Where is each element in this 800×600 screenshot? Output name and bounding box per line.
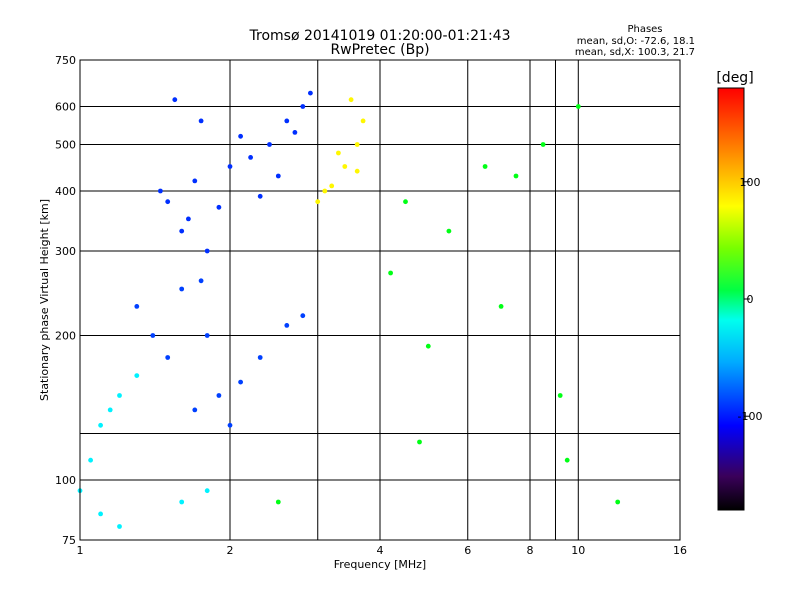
data-point bbox=[615, 499, 621, 505]
data-point bbox=[417, 439, 422, 445]
data-point bbox=[204, 248, 210, 254]
x-tick-labels: 1 2 4 6 8 10 16 bbox=[77, 544, 688, 557]
data-point bbox=[360, 118, 366, 124]
data-point bbox=[204, 333, 210, 338]
data-point bbox=[354, 142, 360, 147]
data-point bbox=[134, 304, 140, 309]
y-tick-label: 300 bbox=[55, 245, 76, 258]
colorbar-label: [deg] bbox=[716, 70, 753, 86]
stats-heading: Phases bbox=[627, 24, 662, 35]
chart-subtitle: RwPretec (Bp) bbox=[330, 42, 429, 58]
colorbar-tick-label: 100 bbox=[740, 176, 761, 189]
data-point bbox=[498, 304, 504, 309]
data-point bbox=[117, 524, 122, 529]
y-tick-label: 750 bbox=[55, 54, 76, 67]
data-point bbox=[354, 168, 360, 174]
data-point bbox=[403, 199, 408, 205]
data-point bbox=[329, 183, 335, 189]
data-point bbox=[575, 104, 581, 109]
x-tick-label: 2 bbox=[227, 544, 234, 557]
colorbar-ticks: 100 0 -100 bbox=[738, 176, 763, 423]
data-point bbox=[292, 130, 298, 135]
x-tick-label: 16 bbox=[673, 544, 687, 557]
data-point bbox=[315, 199, 321, 205]
x-tick-label: 8 bbox=[527, 544, 534, 557]
data-point bbox=[150, 333, 156, 338]
data-point bbox=[425, 343, 431, 349]
data-point bbox=[257, 193, 263, 199]
data-point bbox=[98, 422, 103, 428]
y-axis-label: Stationary phase Virtual Height [km] bbox=[38, 199, 51, 401]
data-point bbox=[98, 511, 103, 517]
data-point bbox=[348, 97, 354, 103]
data-point bbox=[238, 379, 244, 385]
colorbar-tick-label: 0 bbox=[747, 293, 754, 306]
data-point bbox=[198, 118, 204, 124]
data-point bbox=[192, 178, 198, 184]
data-point bbox=[186, 216, 191, 222]
x-tick-label: 6 bbox=[464, 544, 471, 557]
data-point bbox=[216, 204, 222, 210]
data-point bbox=[192, 407, 198, 413]
y-tick-label: 600 bbox=[55, 101, 76, 114]
data-point bbox=[284, 323, 290, 328]
data-point bbox=[540, 142, 546, 147]
y-tick-label: 100 bbox=[55, 474, 76, 487]
data-point bbox=[308, 90, 313, 96]
data-point bbox=[248, 155, 254, 160]
data-point bbox=[198, 278, 204, 284]
data-point bbox=[227, 422, 233, 428]
chart-title: Tromsø 20141019 01:20:00-01:21:43 bbox=[249, 28, 511, 44]
stats-o-mode: mean, sd,O: -72.6, 18.1 bbox=[577, 36, 695, 47]
data-point bbox=[513, 173, 519, 179]
colorbar-tick-label: -100 bbox=[738, 410, 763, 423]
data-point bbox=[172, 97, 178, 103]
data-point bbox=[158, 188, 163, 194]
data-point bbox=[179, 228, 185, 234]
x-tick-label: 10 bbox=[571, 544, 585, 557]
data-point bbox=[165, 199, 171, 205]
x-tick-label: 1 bbox=[77, 544, 84, 557]
data-point bbox=[564, 457, 570, 463]
data-point bbox=[300, 313, 306, 319]
data-point bbox=[336, 150, 341, 156]
data-point bbox=[179, 499, 185, 505]
data-point bbox=[179, 286, 185, 292]
x-axis-label: Frequency [MHz] bbox=[334, 558, 426, 571]
data-point bbox=[275, 499, 281, 505]
data-point bbox=[216, 393, 222, 398]
data-point bbox=[204, 488, 210, 494]
data-point bbox=[322, 188, 328, 194]
y-tick-labels: 75 100 200 300 400 500 600 750 bbox=[55, 54, 76, 547]
data-point bbox=[446, 228, 452, 234]
data-point bbox=[257, 355, 263, 360]
data-point bbox=[388, 270, 393, 276]
data-point bbox=[482, 164, 488, 169]
y-tick-label: 200 bbox=[55, 330, 76, 343]
colorbar bbox=[717, 87, 745, 511]
data-point bbox=[165, 355, 171, 360]
data-point bbox=[238, 133, 244, 139]
plot-frame bbox=[79, 59, 681, 541]
data-point bbox=[284, 118, 290, 124]
data-point bbox=[300, 104, 306, 109]
data-point bbox=[342, 164, 348, 169]
y-tick-label: 75 bbox=[62, 534, 76, 547]
data-point bbox=[227, 164, 233, 169]
data-point bbox=[88, 457, 93, 463]
data-point bbox=[557, 393, 563, 398]
y-tick-label: 400 bbox=[55, 185, 76, 198]
data-point bbox=[117, 393, 122, 398]
data-point bbox=[275, 173, 281, 179]
data-point bbox=[134, 373, 140, 378]
grid bbox=[80, 60, 680, 540]
data-point bbox=[107, 407, 113, 413]
x-tick-label: 4 bbox=[377, 544, 384, 557]
y-tick-label: 500 bbox=[55, 139, 76, 152]
data-point bbox=[267, 142, 272, 147]
data-points bbox=[77, 90, 621, 529]
stats-x-mode: mean, sd,X: 100.3, 21.7 bbox=[575, 47, 695, 58]
